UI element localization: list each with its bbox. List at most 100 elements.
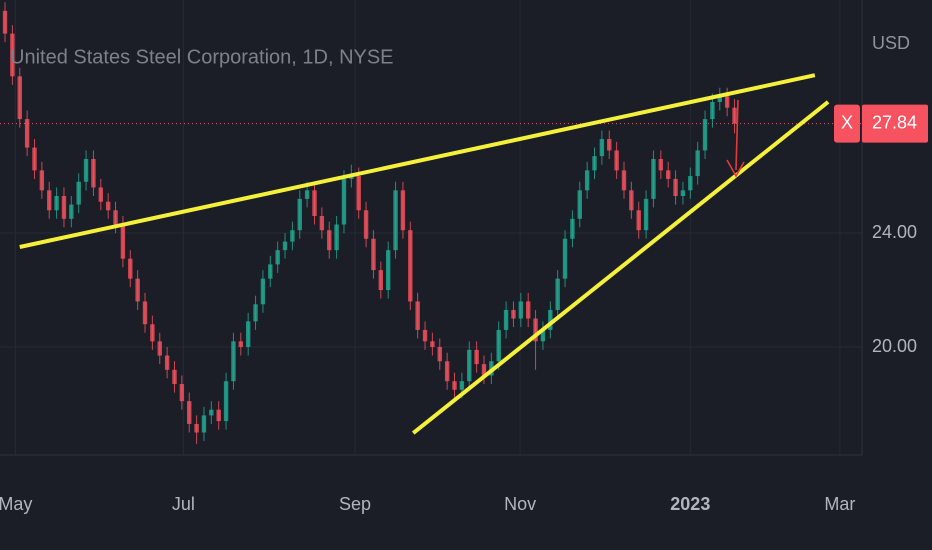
x-tick-label: Jul <box>172 494 195 514</box>
candle-body <box>444 361 450 382</box>
candle-body <box>695 150 700 177</box>
candle-body <box>570 218 575 239</box>
marker-box <box>834 104 860 143</box>
x-tick-label: Nov <box>504 494 536 514</box>
candle-body <box>688 176 693 191</box>
candle-body <box>69 204 74 219</box>
candle-body <box>260 278 266 305</box>
candle-body <box>209 409 214 416</box>
candle-body <box>393 190 398 251</box>
candle-body <box>599 139 605 157</box>
candle-body <box>349 176 354 179</box>
candle-body <box>216 409 221 422</box>
candle-body <box>275 250 280 265</box>
candle-body <box>290 230 295 242</box>
candle-body <box>643 198 649 231</box>
candle-body <box>341 178 347 225</box>
candle-body <box>172 369 177 385</box>
candle-body <box>378 270 384 291</box>
candle-body <box>422 329 428 342</box>
candle-body <box>467 349 472 382</box>
candle-body <box>194 423 199 433</box>
candle-body <box>415 301 420 330</box>
x-tick-label: 2023 <box>670 494 710 514</box>
candle-body <box>665 170 671 179</box>
axis-labels: 20.00 24.00 May Jul Sep Nov 2023 Mar <box>0 222 917 514</box>
candle-body <box>562 238 568 279</box>
y-tick-label: 20.00 <box>872 336 917 356</box>
candle-body <box>319 215 325 231</box>
candle-body <box>76 181 81 205</box>
candle-body <box>17 76 22 120</box>
arrow-head <box>726 159 745 178</box>
candle-body <box>2 10 8 34</box>
candle-body <box>282 241 288 251</box>
candle-body <box>621 170 627 191</box>
candle-body <box>135 278 140 302</box>
candle-body <box>452 381 457 390</box>
candle-body <box>187 401 192 424</box>
last-price-box <box>862 104 928 143</box>
candle-body <box>304 190 310 199</box>
candle-body <box>724 96 730 108</box>
candle-body <box>157 341 162 356</box>
candle-body <box>511 309 516 319</box>
candle-body <box>238 341 244 348</box>
candle-body <box>518 301 524 319</box>
candle-body <box>400 190 406 231</box>
candle-body <box>98 187 104 202</box>
candle-body <box>120 224 126 259</box>
candle-body <box>592 156 597 171</box>
candle-body <box>710 101 715 120</box>
candle-body <box>607 139 612 151</box>
candle-body <box>636 210 641 231</box>
candle-body <box>24 119 30 148</box>
x-tick-label: May <box>0 494 32 514</box>
candle-body <box>61 196 67 219</box>
candle-body <box>371 238 376 271</box>
chart-title: United States Steel Corporation, 1D, NYS… <box>10 46 394 68</box>
trendline <box>411 100 830 435</box>
candle-body <box>533 318 538 342</box>
candle-body <box>408 230 413 302</box>
candle-body <box>651 158 656 199</box>
candle-body <box>503 309 509 330</box>
candle-body <box>385 250 391 291</box>
candle-body <box>496 329 501 362</box>
candle-body <box>584 170 590 191</box>
candle-body <box>363 210 369 239</box>
trendlines <box>19 73 830 435</box>
candle-body <box>658 158 664 171</box>
last-price-label: X 27.84 <box>834 104 928 143</box>
candle-body <box>105 201 111 211</box>
grid <box>0 0 862 455</box>
marker-text: X <box>841 112 853 132</box>
candle-body <box>525 301 531 319</box>
x-tick-label: Sep <box>339 494 371 514</box>
candle-body <box>614 150 619 171</box>
candle-body <box>673 178 678 197</box>
candle-body <box>334 224 339 251</box>
arrow-shaft <box>735 99 739 171</box>
candle-body <box>732 107 737 124</box>
candle-body <box>83 158 89 182</box>
candle-body <box>474 349 479 365</box>
candle-body <box>555 278 560 310</box>
candle-body <box>717 96 722 102</box>
candle-body <box>164 355 170 370</box>
candle-body <box>437 347 442 362</box>
candle-body <box>577 190 582 219</box>
candle-body <box>680 190 686 197</box>
candle-body <box>268 264 273 279</box>
candle-body <box>231 341 236 382</box>
candle-body <box>54 196 59 211</box>
candle-body <box>91 158 96 188</box>
candle-body <box>223 381 229 422</box>
candle-body <box>312 190 317 216</box>
candle-body <box>327 230 332 251</box>
candle-body <box>245 321 251 348</box>
candle-body <box>459 381 465 390</box>
candles <box>2 2 737 444</box>
